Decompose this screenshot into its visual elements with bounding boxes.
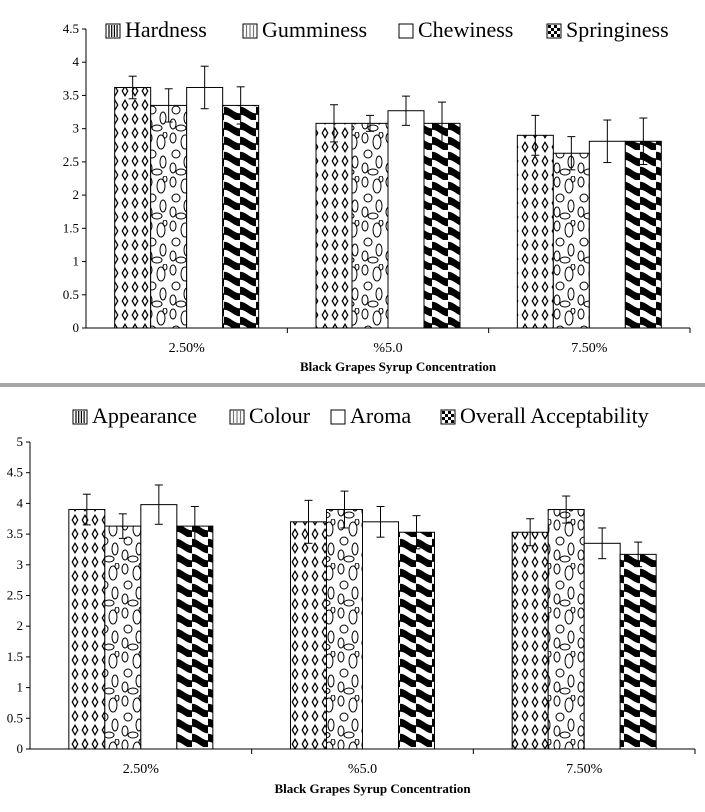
x-tick-label: 2.50%	[123, 762, 160, 777]
y-tick-label: 4.5	[63, 21, 79, 36]
bar-springiness-7-50	[624, 140, 662, 329]
bar-springiness-2-50	[222, 104, 260, 329]
bar-overall-acceptability-2-50	[176, 525, 214, 750]
error-bar-chewiness-5-0	[402, 95, 410, 126]
x-tick-label: 7.50%	[571, 341, 608, 356]
bar-gumminess-2-50	[150, 104, 188, 329]
bar-hardness-2-50	[114, 86, 152, 329]
error-bar-springiness-7-50	[639, 117, 648, 166]
error-bar-appearance-7-50	[526, 518, 535, 547]
y-tick-label: 2.5	[63, 154, 79, 169]
y-tick-label: 2.5	[7, 588, 23, 603]
x-tick-label: 2.50%	[169, 341, 206, 356]
legend-label-appearance: Appearance	[92, 403, 197, 428]
y-tick-label: 3.5	[7, 526, 23, 541]
x-axis-label: Black Grapes Syrup Concentration	[274, 781, 471, 796]
y-tick-label: 4	[73, 54, 80, 69]
bar-colour-2-50	[104, 525, 142, 750]
error-bar-hardness-5-0	[330, 104, 338, 143]
y-tick-label: 0	[17, 741, 24, 756]
x-tick-label: 7.50%	[566, 762, 603, 777]
x-tick-label: %5.0	[373, 341, 402, 356]
error-bar-overall-acceptability-5-0	[412, 515, 421, 550]
y-tick-label: 4.5	[7, 465, 23, 480]
legend-swatch-gumminess	[242, 23, 258, 39]
error-bar-aroma-5-0	[376, 505, 385, 538]
error-bar-hardness-7-50	[531, 114, 540, 156]
y-tick-label: 0.5	[7, 710, 23, 725]
error-bar-gumminess-5-0	[366, 114, 374, 132]
bar-appearance-7-50	[511, 531, 549, 750]
bar-gumminess-7-50	[552, 152, 590, 329]
chart-divider	[0, 383, 705, 387]
legend-label-chewiness: Chewiness	[418, 17, 513, 42]
legend-swatch-hardness	[105, 23, 121, 39]
bar-aroma-2-50	[140, 504, 178, 750]
error-bar-appearance-2-50	[82, 493, 91, 526]
error-bar-gumminess-2-50	[164, 88, 173, 123]
error-bar-colour-5-0	[340, 490, 349, 529]
y-tick-label: 1	[73, 254, 80, 269]
bar-colour-5-0	[326, 509, 363, 750]
legend-label-hardness: Hardness	[125, 17, 207, 42]
legend-swatch-springiness	[546, 23, 562, 39]
chart-texture: 0 0.5 1 1.5 2 2.5 3 3.5 4 4.5 2.50% %5.0 7.50% Black …	[63, 17, 691, 374]
legend-label-gumminess: Gumminess	[262, 17, 367, 42]
legend-swatch-colour	[229, 409, 245, 425]
error-bar-gumminess-7-50	[567, 136, 576, 171]
x-axis-label: Black Grapes Syrup Concentration	[300, 359, 497, 374]
legend-label-aroma: Aroma	[350, 403, 411, 428]
y-tick-label: 2	[17, 618, 24, 633]
y-tick-label: 1.5	[63, 220, 79, 235]
legend-swatch-chewiness	[398, 23, 414, 39]
bar-appearance-5-0	[290, 521, 327, 750]
chart-sensory: 0 0.5 1 1.5 2 2.5 3 3.5 4 4.5 5 2.50% %5.0 7.50% Black…	[7, 403, 696, 796]
bar-colour-7-50	[547, 509, 585, 750]
legend-label-colour: Colour	[249, 403, 311, 428]
bar-springiness-5-0	[423, 122, 461, 329]
y-tick-label: 1	[17, 680, 24, 695]
error-bar-chewiness-2-50	[200, 65, 209, 110]
y-tick-label: 3.5	[63, 87, 79, 102]
bar-chewiness-7-50	[588, 140, 626, 329]
bar-hardness-7-50	[516, 134, 554, 329]
bar-gumminess-5-0	[351, 122, 389, 329]
error-bar-appearance-5-0	[304, 499, 313, 544]
error-bar-aroma-7-50	[598, 527, 607, 560]
y-tick-label: 3	[73, 121, 80, 136]
error-bar-overall-acceptability-7-50	[634, 541, 643, 568]
bar-hardness-5-0	[315, 122, 353, 329]
bar-aroma-7-50	[583, 542, 621, 750]
y-tick-label: 5	[17, 434, 24, 449]
error-bar-springiness-5-0	[438, 101, 446, 146]
y-tick-label: 4	[17, 495, 24, 510]
y-tick-label: 2	[73, 187, 80, 202]
y-tick-label: 0	[73, 320, 80, 335]
bar-overall-acceptability-5-0	[398, 531, 435, 750]
bar-chewiness-5-0	[387, 110, 425, 329]
error-bar-colour-7-50	[562, 495, 571, 524]
error-bar-hardness-2-50	[128, 75, 137, 100]
y-tick-label: 1.5	[7, 649, 23, 664]
legend-swatch-overall-acceptability	[440, 409, 456, 425]
bar-appearance-2-50	[68, 509, 106, 750]
bar-overall-acceptability-7-50	[619, 553, 657, 750]
legend-label-overall-acceptability: Overall Acceptability	[460, 403, 649, 428]
bar-aroma-5-0	[362, 521, 399, 750]
error-bar-chewiness-7-50	[603, 119, 612, 164]
x-tick-label: %5.0	[348, 762, 377, 777]
legend-swatch-aroma	[330, 409, 346, 425]
legend-swatch-appearance	[72, 409, 88, 425]
legend-label-springiness: Springiness	[566, 17, 669, 42]
bar-chewiness-2-50	[186, 86, 224, 329]
error-bar-colour-2-50	[118, 513, 127, 539]
y-tick-label: 0.5	[63, 287, 79, 302]
y-tick-label: 3	[17, 557, 24, 572]
error-bar-overall-acceptability-2-50	[190, 505, 199, 547]
error-bar-aroma-2-50	[154, 484, 163, 525]
error-bar-springiness-2-50	[236, 86, 245, 125]
